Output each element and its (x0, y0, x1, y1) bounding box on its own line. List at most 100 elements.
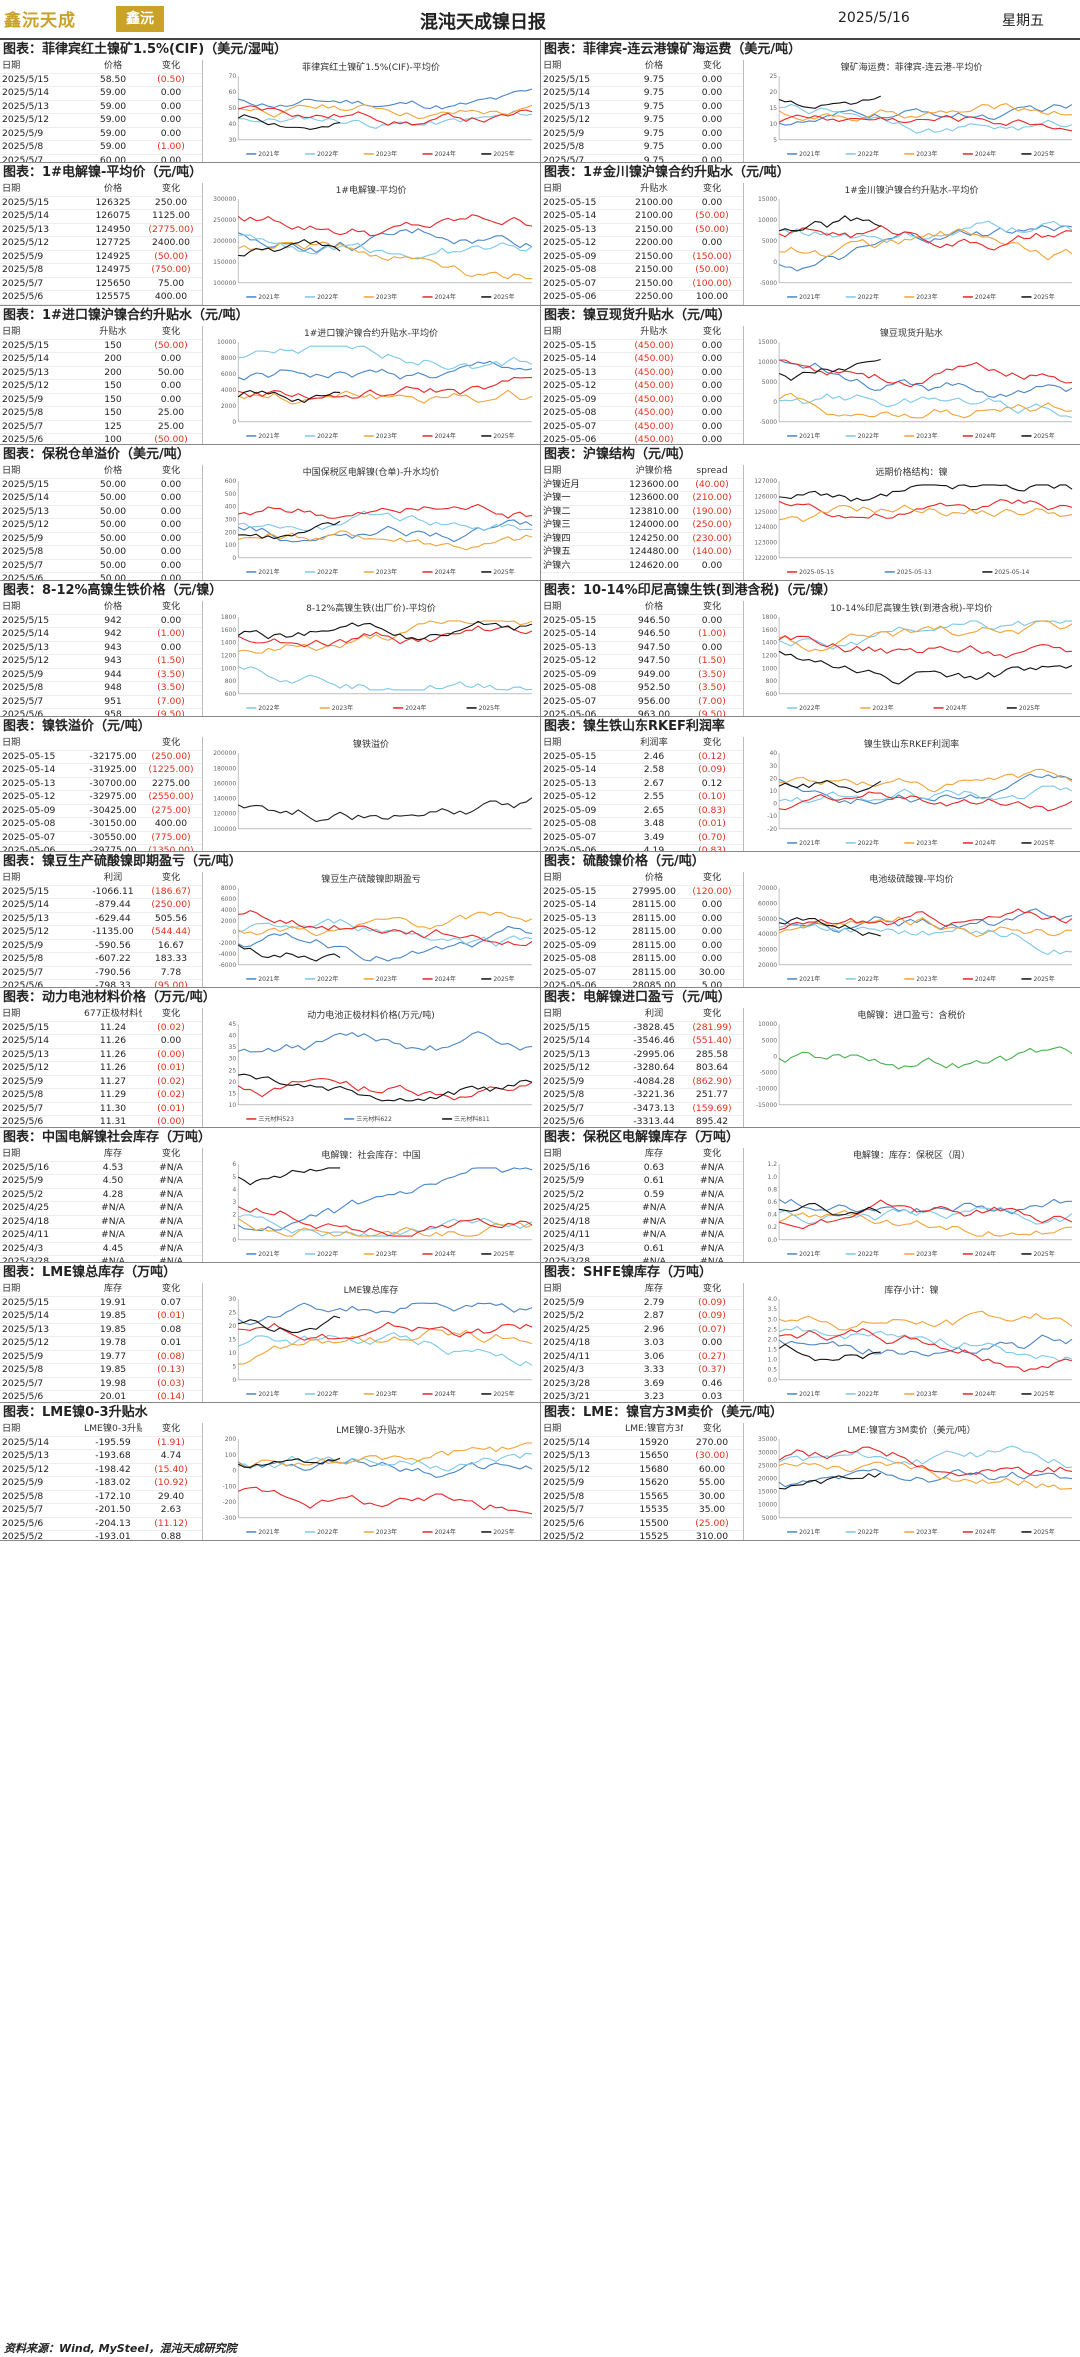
table-cell: 124950 (95, 223, 131, 235)
table-cell: 2025/5/14 (2, 210, 50, 221)
legend-label: 三元材料811 (454, 1115, 490, 1123)
table-row: 2025/5/7 951 (7.00) (0, 696, 202, 709)
table-row: 2025/5/8 15565 30.00 (541, 1490, 743, 1504)
table-row: 2025/5/8 150 25.00 (0, 407, 202, 421)
table-cell: 2025/5/15 (2, 196, 50, 208)
table-cell: (425.00) (142, 305, 200, 306)
data-table: 日期 变化 2025-05-15 -32175.00 (250.00) 2025-05-1… (0, 737, 203, 851)
table-cell: -790.56 (95, 966, 131, 978)
chart-svg: 1#电解镍-平均价 300000 250000 200000 150000 100000 2… (213, 184, 533, 301)
y-tick-label: 0 (232, 929, 236, 936)
table-cell: 2025/5/14 (2, 628, 50, 639)
table-cell: 942 (104, 614, 122, 626)
panel-title: 图表：中国电解镍社会库存（万吨） (3, 1130, 212, 1145)
table-cell: (0.50) (157, 73, 185, 85)
table-cell: 2025/5/7 (543, 1504, 585, 1515)
table-cell: (0.08) (157, 1350, 185, 1362)
column-header: 价格 (103, 183, 123, 194)
chart-svg: LME镍0-3升贴水 200 100 0 -100 -200 -300 2021年 2022年 2… (223, 1424, 533, 1536)
column-header: 变化 (702, 60, 722, 71)
table-cell: 3.23 (643, 1391, 665, 1402)
table-cell: 15680 (639, 1463, 669, 1475)
table-cell: 2.67 (643, 777, 665, 789)
chart-title: LME镍0-3升贴水 (336, 1424, 405, 1436)
table-cell: 125175 (84, 305, 142, 306)
column-header: 变化 (161, 872, 181, 883)
table-cell: 2025-05-12 (543, 380, 597, 391)
table-row: 2025/5/8 -607.22 183.33 (0, 953, 202, 967)
chart-area: 电池级硫酸镍-平均价 70000 60000 50000 40000 30000 20000… (745, 872, 1078, 985)
table-cell: 2025/3/21 (543, 1391, 591, 1402)
series-line (237, 944, 341, 962)
table-cell: (450.00) (634, 420, 674, 432)
table-cell: 25.00 (157, 420, 185, 432)
column-header: 库存 (644, 1283, 664, 1294)
legend-label: 2022年 (858, 432, 879, 440)
panel-13: 图表：硫酸镍价格（元/吨） 日期 价格 变化 2025-05-15 27995.00 (12… (540, 852, 1080, 988)
legend-label: 2022年 (317, 568, 338, 576)
table-row: 2025/4/30125175(425.00) (0, 305, 202, 306)
report-weekday: 星期五 (1002, 13, 1044, 29)
table-cell: 0.88 (160, 1531, 182, 1540)
y-tick-label: 25 (769, 73, 777, 80)
y-tick-label: 10000 (758, 359, 777, 366)
table-row: 2025/5/9 4.50 #N/A (0, 1175, 202, 1189)
legend-label: 2022年 (317, 293, 338, 301)
table-cell: 2025/5/7 (2, 966, 44, 978)
y-tick-label: 2.0 (768, 1336, 778, 1343)
table-cell: 2025-05-15 (543, 885, 597, 897)
y-tick-label: 600 (225, 478, 237, 485)
table-row: 2025/5/6 20.01 (0.14) (0, 1391, 202, 1402)
table-cell: (159.69) (692, 1102, 732, 1114)
table-cell: 2025-05-09 (2, 804, 56, 816)
series-line (237, 214, 533, 237)
table-cell: 3.03 (643, 1337, 665, 1348)
table-cell: 123810.00 (629, 505, 679, 517)
table-row: 2025/5/8 9.75 0.00 (541, 141, 743, 155)
table-cell: 50.00 (99, 478, 127, 490)
table-cell: 0.00 (160, 546, 182, 557)
table-cell: (50.00) (695, 264, 729, 275)
table-cell: 15565 (639, 1490, 669, 1502)
y-tick-label: 8000 (221, 355, 236, 362)
column-header: 变化 (161, 326, 181, 337)
table-cell: 2025/4/3 (543, 1242, 585, 1254)
table-cell: 949.00 (637, 668, 671, 680)
table-cell: -3313.44 (633, 1116, 675, 1127)
table-row: 2025/4/3 0.61 #N/A (541, 1242, 743, 1256)
table-cell: (1.91) (157, 1436, 185, 1448)
table-cell: 2025/5/15 (2, 885, 50, 897)
table-cell: (450.00) (634, 353, 674, 364)
table-cell: 2025/5/9 (2, 532, 44, 544)
table-row: 2025/5/12 127725 2400.00 (0, 237, 202, 251)
table-cell: 2025/5/7 (2, 1102, 44, 1114)
y-tick-label: 127000 (754, 478, 777, 485)
table-cell: 2025/5/8 (2, 546, 44, 557)
table-row: 2025/5/7 125 25.00 (0, 420, 202, 434)
y-tick-label: 1200 (221, 652, 236, 659)
table-cell: 2025-05-07 (543, 966, 597, 978)
table-cell: (450.00) (634, 434, 674, 444)
table-cell: 952.50 (637, 682, 671, 693)
legend-label: 2024年 (975, 150, 996, 158)
table-cell: 2025-05-14 (543, 210, 597, 221)
table-cell: #N/A (700, 1256, 724, 1262)
table-row: 2025/5/15 11.24 (0.02) (0, 1022, 202, 1035)
table-cell: (1.00) (157, 628, 185, 639)
table-row: 2025/5/9 9.75 0.00 (541, 128, 743, 141)
table-cell: 0.00 (701, 559, 723, 571)
series-line (238, 239, 341, 257)
table-cell: 946.50 (637, 614, 671, 626)
table-cell: 2025-05-06 (543, 291, 597, 302)
table-cell: 2025-05-09 (543, 393, 597, 405)
legend-label: 2021年 (258, 568, 279, 576)
table-cell: 0.00 (160, 532, 182, 544)
panel-18: 图表：LME镍总库存（万吨） 日期 库存 变化 2025/5/15 19.91 0.07 20… (0, 1263, 540, 1403)
legend-label: 2023年 (376, 1390, 397, 1398)
table-cell: -3221.36 (633, 1089, 675, 1100)
series-line (237, 797, 533, 823)
table-cell: (0.14) (157, 1391, 185, 1402)
y-tick-label: 30000 (758, 946, 777, 953)
table-cell: 2025-05-09 (543, 804, 597, 816)
table-row: 2025/5/13 11.26 (0.00) (0, 1049, 202, 1062)
